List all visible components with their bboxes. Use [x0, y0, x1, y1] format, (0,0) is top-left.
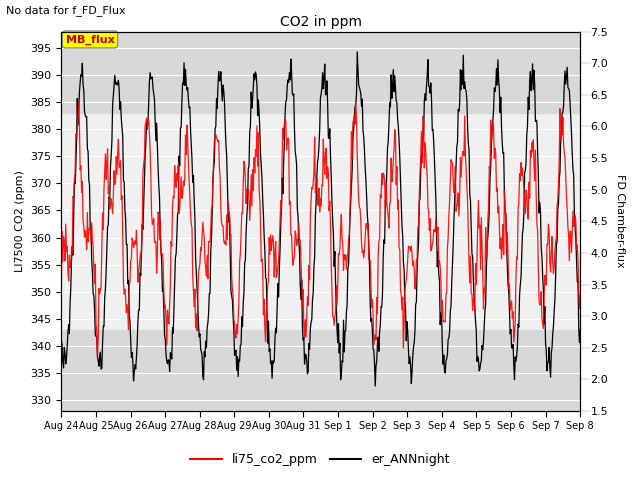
- Text: No data for f_FD_Flux: No data for f_FD_Flux: [6, 5, 126, 16]
- Bar: [61, 32, 580, 113]
- Text: MB_flux: MB_flux: [65, 35, 115, 45]
- Legend: li75_co2_ppm, er_ANNnight: li75_co2_ppm, er_ANNnight: [186, 448, 454, 471]
- Y-axis label: FD Chamber-flux: FD Chamber-flux: [615, 174, 625, 268]
- Y-axis label: LI7500 CO2 (ppm): LI7500 CO2 (ppm): [15, 170, 25, 272]
- Title: CO2 in ppm: CO2 in ppm: [280, 15, 362, 29]
- Bar: [61, 330, 580, 411]
